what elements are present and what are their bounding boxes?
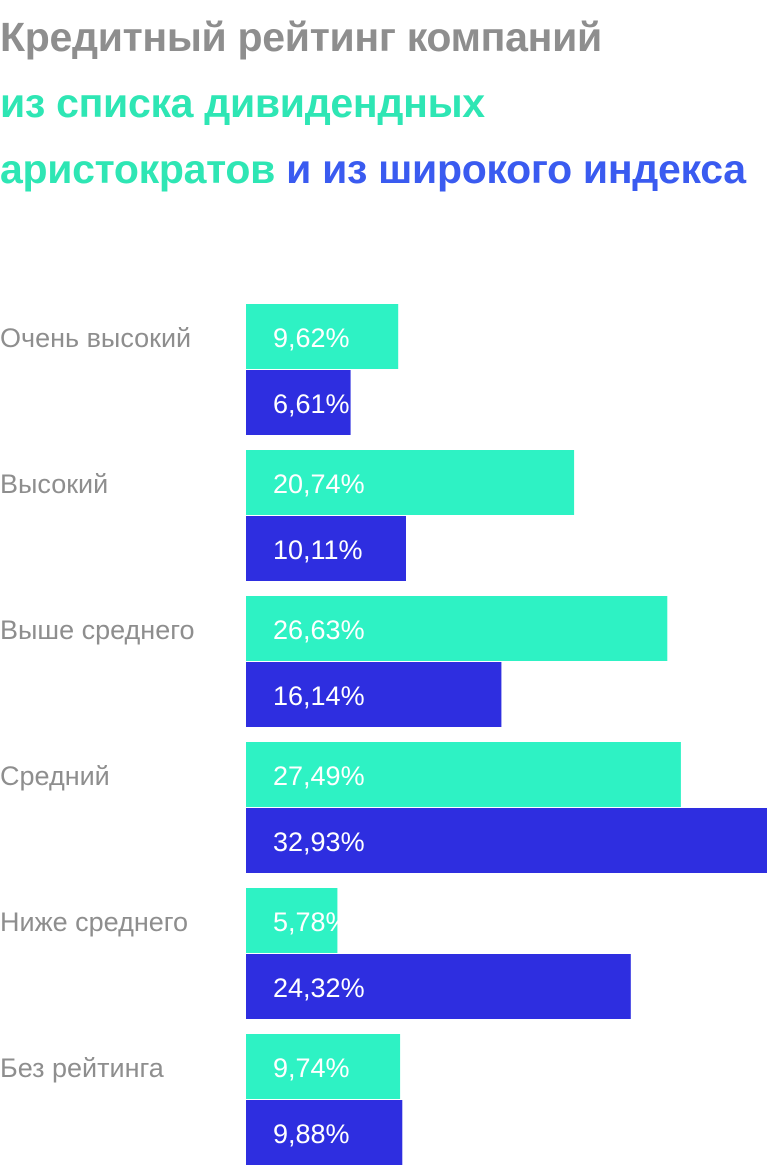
bar-index: [246, 662, 502, 727]
value-label: 26,63%: [273, 615, 365, 645]
bar-aristocrats: [246, 1034, 401, 1099]
category-label: Без рейтинга: [0, 1053, 165, 1083]
title-part-index: и из широкого индекса: [286, 146, 746, 192]
value-label: 9,74%: [273, 1053, 350, 1083]
value-label: 5,78%: [273, 907, 350, 937]
category-label: Ниже среднего: [0, 907, 188, 937]
category-label: Средний: [0, 761, 110, 791]
bar-index: [246, 1100, 403, 1165]
value-label: 9,62%: [273, 323, 350, 353]
value-label: 27,49%: [273, 761, 365, 791]
bar-aristocrats: [246, 304, 399, 369]
value-label: 20,74%: [273, 469, 365, 499]
value-label: 32,93%: [273, 827, 365, 857]
title-line-gray: Кредитный рейтинг компаний: [0, 14, 602, 60]
bar-aristocrats: [246, 888, 338, 953]
value-label: 6,61%: [273, 389, 350, 419]
bar-aristocrats: [246, 742, 681, 807]
value-label: 9,88%: [273, 1119, 350, 1149]
category-label: Высокий: [0, 469, 108, 499]
bar-index: [246, 808, 767, 873]
bar-index: [246, 954, 631, 1019]
bar-index: [246, 516, 406, 581]
value-label: 24,32%: [273, 973, 365, 1003]
bar-index: [246, 370, 351, 435]
chart-title: Кредитный рейтинг компаний из списка див…: [0, 4, 768, 202]
category-label: Очень высокий: [0, 323, 191, 353]
bar-aristocrats: [246, 450, 575, 515]
category-label: Выше среднего: [0, 615, 194, 645]
value-label: 10,11%: [273, 535, 363, 565]
title-part-aristocrats: из списка дивидендных аристократов: [0, 80, 485, 192]
value-label: 16,14%: [273, 681, 365, 711]
bar-aristocrats: [246, 596, 668, 661]
bar-chart: Очень высокий 9,62% 6,61% Высокий 20,74% 10,1…: [0, 304, 767, 1165]
